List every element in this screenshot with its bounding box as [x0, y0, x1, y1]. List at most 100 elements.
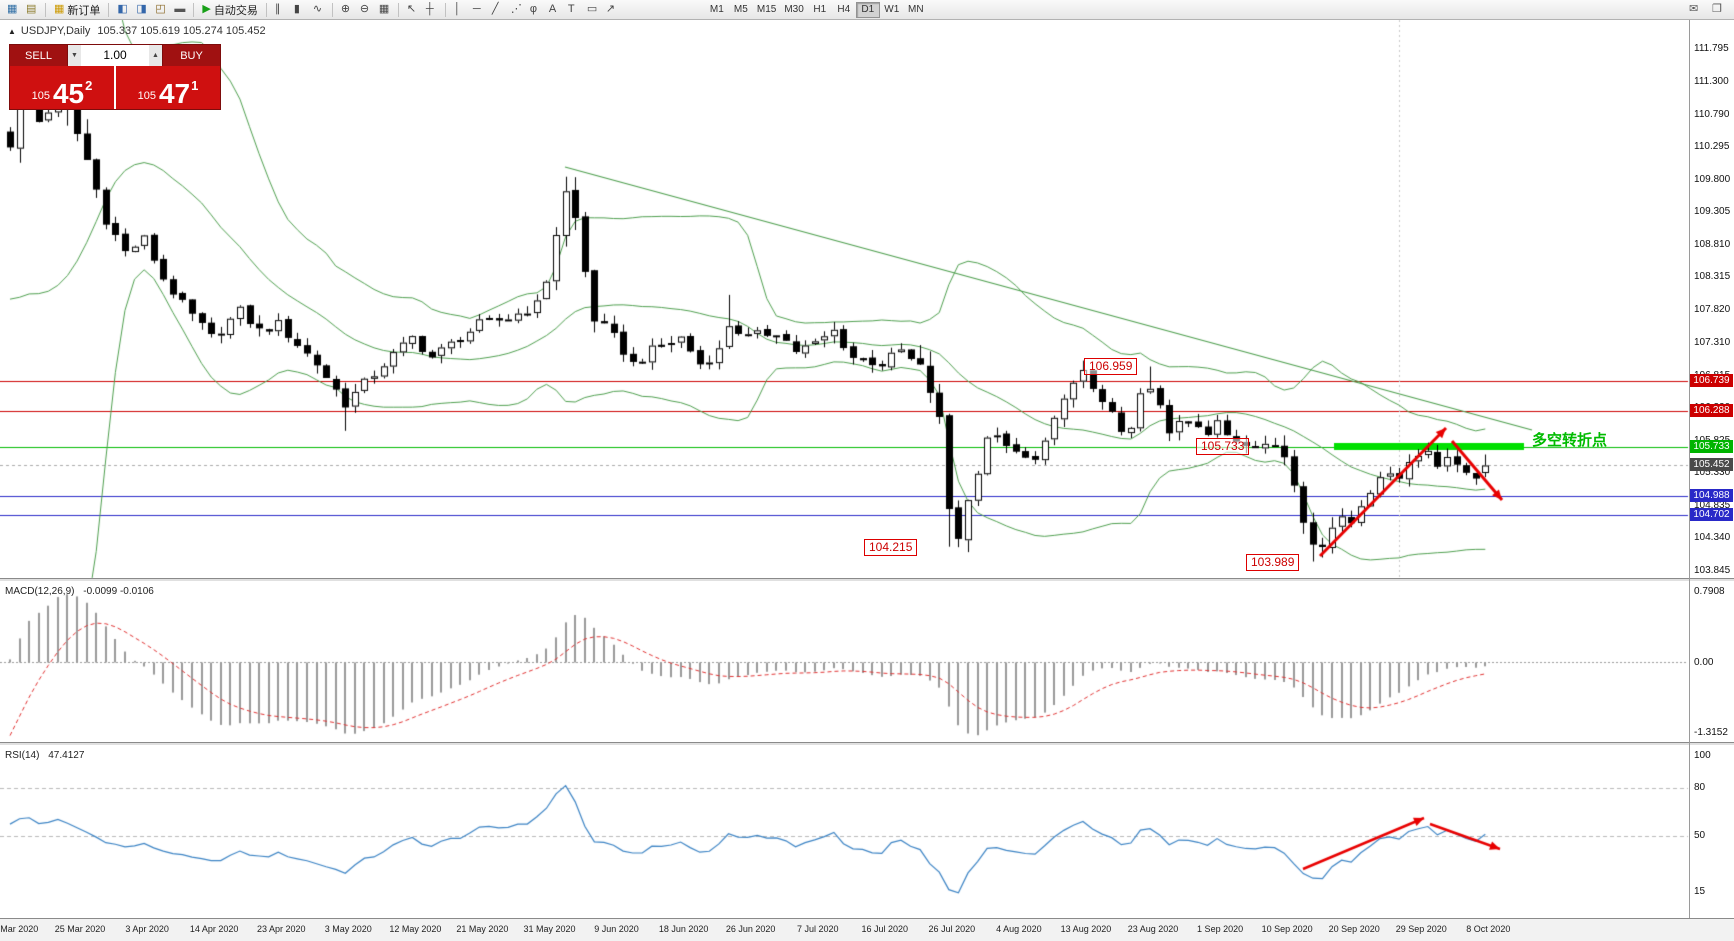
text-button[interactable]: A — [545, 1, 564, 18]
date-axis-label: 29 Sep 2020 — [1395, 924, 1447, 934]
horizontal-line-icon: ─ — [472, 3, 481, 15]
timeframe-m1-button[interactable]: M1 — [705, 2, 729, 18]
new-order-button[interactable]: ▦ 新订单 — [50, 1, 104, 18]
date-axis-label: 16 Mar 2020 — [0, 924, 39, 934]
price-axis-border — [1689, 20, 1690, 918]
vertical-line-button[interactable]: │ — [450, 1, 469, 18]
chart-title: ▲ USDJPY,Daily 105.337 105.619 105.274 105… — [8, 25, 266, 37]
date-axis-label: 18 Jun 2020 — [658, 924, 709, 934]
crosshair-button[interactable]: ┼ — [422, 1, 441, 18]
timeframe-h1-button[interactable]: H1 — [808, 2, 832, 18]
cursor-icon: ↖ — [406, 3, 417, 15]
toolbar-right-group: ✉ ❐ — [1685, 1, 1731, 18]
date-axis-label: 12 May 2020 — [389, 924, 442, 934]
date-axis-label: 3 May 2020 — [324, 924, 372, 934]
panel-separator[interactable] — [0, 578, 1734, 582]
date-axis-label: 26 Jun 2020 — [725, 924, 776, 934]
timeframe-mn-button[interactable]: MN — [904, 2, 928, 18]
autotrade-button-label: 自动交易 — [213, 4, 258, 17]
volume-input[interactable]: 1.00 — [103, 48, 127, 62]
zoom-out-icon: ⊖ — [359, 3, 370, 15]
market-watch-icon: ◧ — [117, 3, 128, 15]
date-axis-label: 14 Apr 2020 — [189, 924, 239, 934]
date-axis-label: 23 Apr 2020 — [256, 924, 306, 934]
profiles-icon: ▤ — [26, 3, 37, 15]
toolbar-separator — [397, 2, 399, 17]
timeframe-d1-button[interactable]: D1 — [855, 1, 880, 18]
chart-symbol-label: USDJPY,Daily — [20, 25, 91, 37]
buy-button[interactable]: BUY — [163, 45, 220, 66]
label-icon: T — [567, 3, 575, 15]
turning-point-annotation: 多空转折点 — [1532, 432, 1608, 449]
timeframe-m30-button[interactable]: M30 — [780, 2, 807, 18]
rsi-name: RSI(14) — [5, 750, 40, 761]
toolbar-button-group: ▦ ▤ ▦ 新订单 ◧ ◨ ◰ ▬ ▶ 自动交易 ∥ ▮ ∿ ⊕ ⊖ ▦ ↖ ┼ │ ─ ╱ ⋰ φ A T ▭ ↗ — [3, 1, 621, 18]
candlestick-chart-button[interactable]: ▮ — [290, 1, 309, 18]
timeframe-m5-button[interactable]: M5 — [729, 2, 753, 18]
buy-price-sup: 1 — [191, 78, 199, 93]
trade-panel-price-row: 105 45 2 105 47 1 — [10, 66, 220, 109]
rsi-value: 47.4127 — [48, 750, 85, 761]
price-label-104215: 104.215 — [864, 539, 918, 556]
sell-button[interactable]: SELL — [10, 45, 67, 66]
volume-decrease-button[interactable]: ▼ — [68, 45, 81, 66]
triangle-up-icon: ▲ — [152, 52, 159, 59]
buy-price-button[interactable]: 105 47 1 — [116, 66, 220, 109]
line-chart-button[interactable]: ∿ — [309, 1, 328, 18]
candlestick-chart-icon: ▮ — [293, 3, 300, 15]
fibonacci-button[interactable]: φ — [526, 1, 545, 18]
zoom-in-button[interactable]: ⊕ — [337, 1, 356, 18]
shapes-button[interactable]: ▭ — [583, 1, 602, 18]
profiles-button[interactable]: ▤ — [22, 1, 41, 18]
arrows-icon: ↗ — [605, 3, 616, 15]
autotrade-button[interactable]: ▶ 自动交易 — [198, 1, 261, 18]
timeframe-m15-button[interactable]: M15 — [753, 2, 780, 18]
date-axis-label: 20 Sep 2020 — [1328, 924, 1380, 934]
print-icon[interactable]: ❐ — [1708, 1, 1727, 18]
data-window-icon: ◨ — [136, 3, 147, 15]
zoom-out-button[interactable]: ⊖ — [356, 1, 375, 18]
bar-chart-button[interactable]: ∥ — [271, 1, 290, 18]
channel-button[interactable]: ⋰ — [507, 1, 526, 18]
timeframe-h4-button[interactable]: H4 — [832, 2, 856, 18]
autotrade-icon: ▶ — [202, 3, 211, 15]
panel-separator[interactable] — [0, 742, 1734, 746]
new-chart-button[interactable]: ▦ — [3, 1, 22, 18]
one-click-trading-panel: SELL ▼ 1.00 ▲ BUY 105 45 2 105 47 1 — [9, 44, 221, 110]
cursor-button[interactable]: ↖ — [403, 1, 422, 18]
timeframe-toolbar: M1 M5 M15 M30 H1 H4 D1 W1 MN — [705, 1, 928, 18]
price-label-105733: 105.733 — [1196, 438, 1250, 455]
toolbar-separator — [265, 2, 267, 17]
tile-windows-button[interactable]: ▦ — [375, 1, 394, 18]
timeframe-w1-button[interactable]: W1 — [880, 2, 904, 18]
toolbar-separator — [444, 2, 446, 17]
horizontal-line-button[interactable]: ─ — [469, 1, 488, 18]
price-label-103989: 103.989 — [1246, 554, 1300, 571]
date-axis-label: 1 Sep 2020 — [1197, 924, 1244, 934]
data-window-button[interactable]: ◨ — [132, 1, 151, 18]
date-axis-label: 9 Jun 2020 — [594, 924, 639, 934]
sell-price-big: 45 — [52, 77, 85, 109]
trade-panel-header-row: SELL ▼ 1.00 ▲ BUY — [10, 45, 220, 66]
date-axis-label: 10 Sep 2020 — [1261, 924, 1313, 934]
mail-icon[interactable]: ✉ — [1685, 1, 1704, 18]
toolbar-separator — [45, 2, 46, 17]
macd-values: -0.0099 -0.0106 — [83, 586, 154, 597]
terminal-button[interactable]: ▬ — [170, 1, 189, 18]
collapse-panel-icon[interactable]: ▲ — [8, 27, 16, 36]
market-watch-button[interactable]: ◧ — [113, 1, 132, 18]
sell-price-sup: 2 — [85, 78, 93, 93]
trendline-button[interactable]: ╱ — [488, 1, 507, 18]
buy-price-big: 47 — [158, 77, 191, 109]
date-axis[interactable]: 16 Mar 2020 25 Mar 2020 3 Apr 2020 14 Apr 2… — [0, 918, 1734, 941]
macd-name: MACD(12,26,9) — [5, 586, 75, 597]
volume-increase-button[interactable]: ▲ — [149, 45, 162, 66]
navigator-button[interactable]: ◰ — [151, 1, 170, 18]
vertical-line-icon: │ — [453, 3, 461, 15]
toolbar: ▦ ▤ ▦ 新订单 ◧ ◨ ◰ ▬ ▶ 自动交易 ∥ ▮ ∿ ⊕ ⊖ ▦ ↖ ┼ │ ─ ╱ ⋰ φ A T ▭ ↗ M1 M5 M15… — [0, 0, 1734, 20]
sell-price-button[interactable]: 105 45 2 — [10, 66, 114, 109]
label-button[interactable]: T — [564, 1, 583, 18]
arrows-button[interactable]: ↗ — [602, 1, 621, 18]
